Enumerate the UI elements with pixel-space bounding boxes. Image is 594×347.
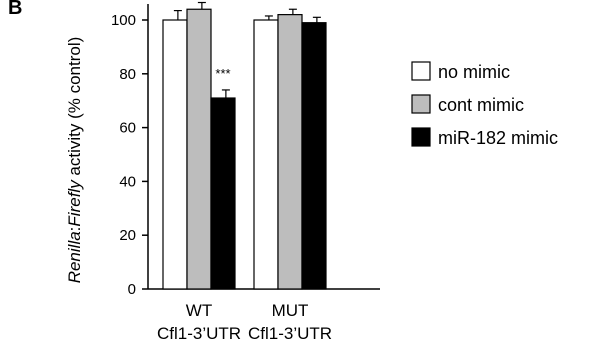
legend-label: miR-182 mimic [438,128,558,148]
bar [277,14,303,290]
y-tick-label: 80 [119,66,136,83]
bar [253,19,279,290]
panel-label: B [8,0,22,19]
bar [186,8,212,290]
x-category-sublabel: Cfl1-3’UTR [248,324,332,343]
y-axis-title: Renilla:Firefly activity (% control) [65,37,84,284]
significance-label: *** [215,66,230,81]
x-category-label: WT [186,301,212,320]
legend: no mimic cont mimic miR-182 mimic [411,61,558,148]
bar [210,97,236,290]
y-axis-title-part: Renilla [65,231,84,283]
y-tick-label: 100 [111,12,136,29]
bar [162,19,188,290]
x-category-sublabel: Cfl1-3’UTR [157,324,241,343]
legend-label: no mimic [438,62,510,82]
bar [301,22,327,290]
y-axis-title-part: activity (% control) [65,37,84,181]
x-category-label: MUT [272,301,309,320]
y-axis-title-part: : [65,227,84,232]
axes: 0 20 40 60 80 100 WT Cfl1-3’UTR MUT Cfl1-3’UTR [111,4,380,343]
legend-swatch [411,61,431,81]
y-tick-label: 20 [119,227,136,244]
legend-swatch [411,127,431,147]
y-tick-label: 0 [128,281,136,298]
y-tick-label: 60 [119,120,136,137]
legend-swatch [411,94,431,114]
legend-label: cont mimic [438,95,524,115]
y-tick-label: 40 [119,173,136,190]
y-axis-title-part: Firefly [65,179,84,227]
bars: *** [162,1,327,290]
